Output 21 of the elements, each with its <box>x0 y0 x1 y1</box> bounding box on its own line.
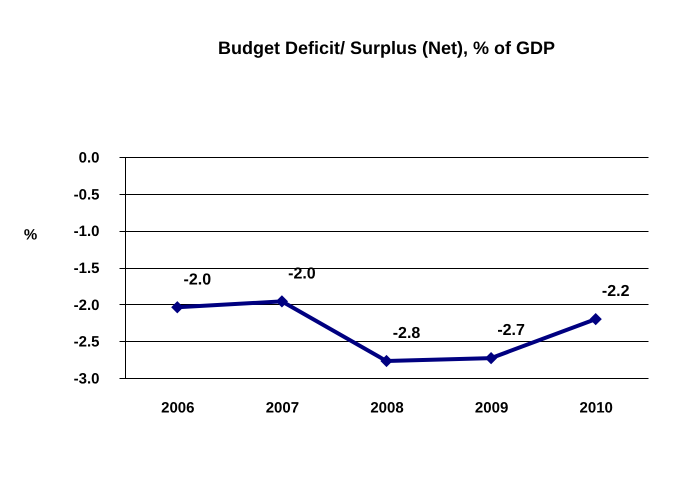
data-label: -2.0 <box>184 271 212 288</box>
point <box>171 301 184 314</box>
x-tick-label: 2009 <box>474 400 508 416</box>
data-label: -2.8 <box>392 325 420 342</box>
x-tick-label: 2008 <box>370 400 404 416</box>
data-label: -2.7 <box>497 322 525 340</box>
chart-title: Budget Deficit/ Surplus (Net), % of GDP <box>218 38 556 58</box>
y-tick-label: -2.5 <box>74 334 100 351</box>
x-tick-label: 2010 <box>580 400 613 416</box>
point <box>276 295 288 308</box>
y-tick-label: 0.0 <box>78 150 100 166</box>
x-tick-label: 2006 <box>161 400 194 416</box>
y-tick-label: -0.5 <box>74 186 100 204</box>
y-tick-label: -1.0 <box>74 223 100 240</box>
y-tick-label: -1.5 <box>74 260 100 277</box>
point <box>590 312 602 326</box>
x-tick-label: 2007 <box>266 400 300 416</box>
y-tick-label: -2.0 <box>74 296 100 314</box>
y-axis-title: % <box>24 226 38 244</box>
data-label: -2.2 <box>602 283 630 300</box>
y-tick-label: -3.0 <box>74 370 100 388</box>
